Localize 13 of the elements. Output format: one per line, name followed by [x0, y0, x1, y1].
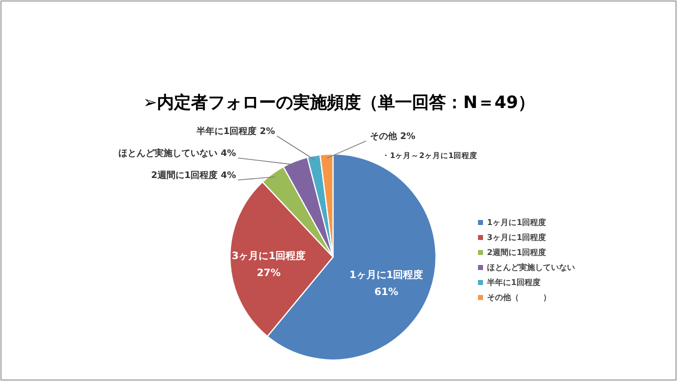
legend-label: 3ヶ月に1回程度 — [487, 232, 546, 242]
data-label: ほとんど実施していない 4% — [118, 148, 236, 159]
legend-label: ほとんど実施していない — [487, 262, 575, 272]
legend-label: 2週間に1回程度 — [487, 247, 546, 257]
legend-label: その他（ ） — [487, 293, 551, 302]
data-label: 半年に1回程度 2% — [195, 126, 275, 137]
data-label: 1ヶ月に1回程度 61% — [349, 268, 424, 298]
data-label: その他 2% — [370, 131, 416, 142]
data-label: 3ヶ月に1回程度 27% — [232, 250, 306, 279]
legend-label: 1ヶ月に1回程度 — [487, 217, 546, 227]
data-label: 2週間に1回程度 4% — [151, 170, 236, 181]
legend-label: 半年に1回程度 — [486, 277, 541, 287]
chart-title: ➢内定者フォローの実施頻度（単一回答：N＝49） — [143, 93, 536, 113]
